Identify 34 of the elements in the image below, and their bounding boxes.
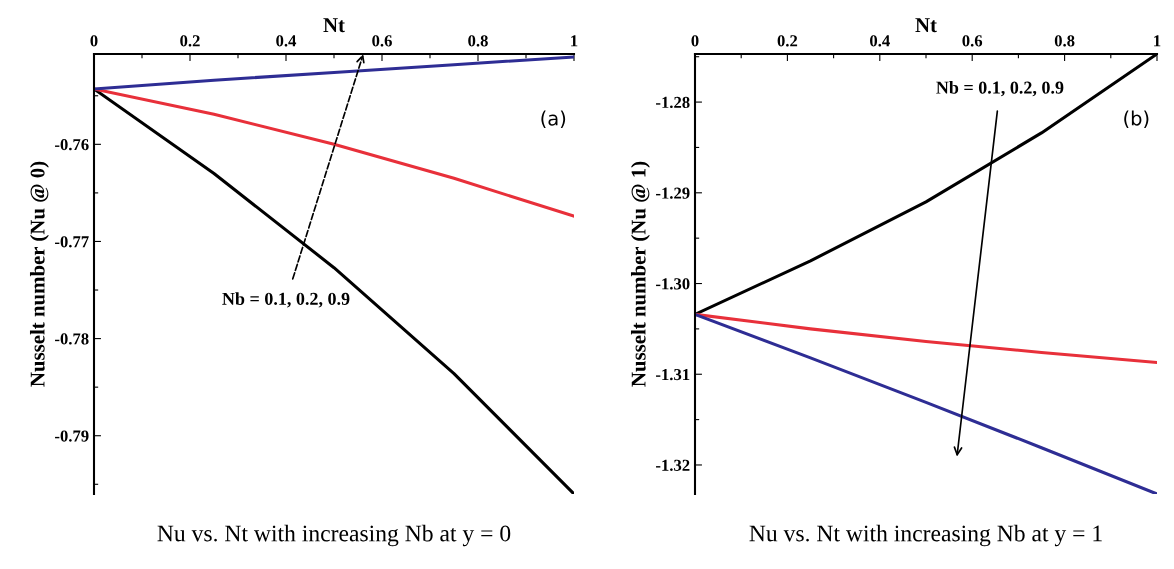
x-tick-label: 1: [1154, 35, 1161, 47]
y-tick-label: -0.79: [55, 430, 89, 442]
line-series: [94, 87, 574, 218]
x-tick-label: 0: [691, 35, 699, 47]
y-axis-title: Nusselt number (Nu @ 1): [630, 161, 650, 387]
line-series: [695, 312, 1157, 494]
annotation: Nb = 0.1, 0.2, 0.9: [936, 81, 1064, 97]
x-tick-label: 0.4: [870, 35, 890, 47]
annotation: (b): [1124, 110, 1149, 128]
y-tick-label: -0.77: [55, 236, 89, 248]
y-tick-label: -0.76: [55, 139, 89, 151]
x-tick-label: 0.2: [777, 35, 798, 47]
line-series: [695, 312, 1157, 364]
x-tick-label: 0.8: [468, 35, 488, 47]
x-axis-title: Nt: [915, 18, 937, 33]
x-axis-title: Nt: [323, 18, 345, 33]
y-tick-label: -1.31: [656, 368, 690, 381]
x-tick-label: 0: [90, 35, 98, 47]
y-tick-label: -0.78: [55, 333, 89, 345]
y-tick-label: -1.29: [656, 187, 690, 199]
text: Nu vs. Nt with increasing Nb at y = 1: [749, 524, 1102, 547]
x-tick-label: 1: [571, 35, 578, 47]
y-tick-label: -1.30: [656, 278, 690, 290]
x-tick-label: 0.6: [962, 35, 983, 47]
x-tick-label: 0.4: [276, 35, 297, 47]
text: Nu vs. Nt with increasing Nb at y = 0: [157, 524, 511, 547]
y-tick-label: -1.32: [656, 459, 690, 471]
annotation: (a): [541, 110, 566, 128]
x-tick-label: 0.2: [180, 35, 200, 47]
x-tick-label: 0.8: [1054, 35, 1075, 47]
y-tick-label: -1.28: [656, 96, 690, 109]
x-tick-label: 0.6: [372, 35, 392, 47]
annotation: Nb = 0.1, 0.2, 0.9: [222, 292, 350, 308]
y-axis-title: Nusselt number (Nu @ 0): [29, 161, 49, 387]
